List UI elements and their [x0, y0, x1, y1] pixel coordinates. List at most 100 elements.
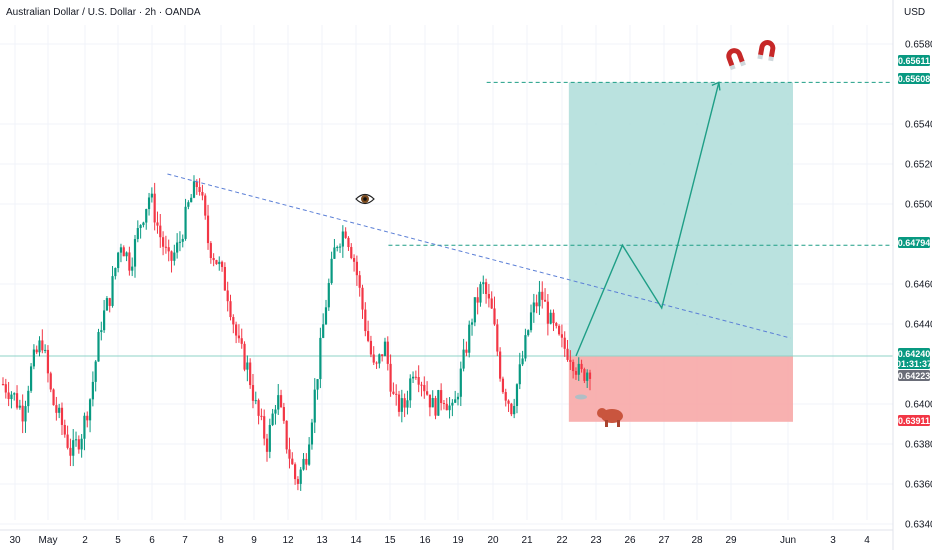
- candle-body: [400, 398, 403, 412]
- candle-body: [555, 323, 558, 326]
- candle-body: [24, 406, 27, 422]
- time-tick-label: 30: [9, 535, 21, 546]
- candle-body: [184, 206, 187, 239]
- candle-body: [187, 202, 190, 207]
- grid: [0, 25, 893, 525]
- price-tag-label: 0.64240: [898, 349, 931, 359]
- candle-body: [367, 331, 370, 341]
- time-tick-label: 19: [452, 535, 464, 546]
- magnet-icon: [726, 48, 746, 71]
- candle-body: [263, 416, 266, 439]
- projection-line: [575, 82, 720, 357]
- candle-body: [46, 349, 50, 374]
- time-tick-label: 5: [115, 535, 121, 546]
- candle-body: [479, 284, 482, 303]
- candle-body: [496, 324, 499, 352]
- time-tick-label: 27: [658, 535, 670, 546]
- candle-body: [392, 391, 395, 394]
- candle-body: [271, 413, 274, 426]
- price-tag-box: [898, 348, 930, 359]
- price-axis[interactable]: 0.65800 0.65400 0.65200 0.65000 0.64600 0.644…: [892, 0, 932, 550]
- candle-body: [426, 391, 429, 395]
- time-tick-label: 13: [316, 535, 328, 546]
- candle-body: [176, 242, 179, 253]
- candle-body: [288, 449, 291, 459]
- level-lines: [0, 81, 893, 357]
- candle-body: [58, 407, 61, 413]
- candle-body: [468, 324, 471, 353]
- candle-body: [510, 403, 513, 415]
- candle-body: [381, 354, 384, 357]
- time-tick-label: 21: [521, 535, 533, 546]
- time-tick-label: Jun: [780, 535, 796, 546]
- time-tick-label: May: [39, 535, 58, 546]
- time-tick-label: 2: [82, 535, 88, 546]
- candle-body: [572, 361, 575, 372]
- candle-body: [105, 298, 109, 311]
- candle-body: [86, 415, 89, 421]
- time-tick-label: 20: [487, 535, 499, 546]
- candle-body: [291, 458, 294, 465]
- candle-body: [204, 195, 207, 216]
- candle-body: [41, 340, 44, 351]
- candle-body: [237, 335, 241, 339]
- time-tick-label: 8: [218, 535, 224, 546]
- candle-body: [299, 469, 302, 484]
- candle-body: [515, 384, 519, 406]
- candle-body: [52, 389, 55, 406]
- time-tick-label: 15: [384, 535, 396, 546]
- candle-body: [527, 330, 530, 336]
- candle-body: [55, 405, 58, 413]
- time-tick-label: 22: [556, 535, 568, 546]
- candle-body: [192, 181, 196, 198]
- candle-body: [249, 362, 252, 386]
- candle-body: [369, 340, 373, 355]
- candle-body: [434, 398, 437, 416]
- candle-body: [448, 405, 451, 411]
- magnet-tip: [729, 64, 736, 71]
- candle-body: [437, 390, 440, 416]
- candle-body: [97, 332, 100, 362]
- candle-body: [136, 228, 139, 240]
- candle-body: [347, 237, 350, 248]
- candle-body: [462, 349, 465, 369]
- time-tick-label: 3: [830, 535, 836, 546]
- candle-body: [235, 324, 238, 336]
- candle-body: [409, 378, 412, 401]
- candle-body: [484, 282, 488, 294]
- time-tick-label: 4: [864, 535, 870, 546]
- candle-body: [13, 393, 16, 395]
- candle-body: [159, 225, 162, 238]
- price-tag-label: 01:31:37: [896, 359, 932, 369]
- candle-body: [445, 403, 448, 411]
- candle-body: [69, 447, 72, 456]
- candle-body: [29, 366, 33, 391]
- candle-body: [274, 409, 277, 414]
- bear-icon: [597, 408, 623, 427]
- currency-label[interactable]: USD: [904, 7, 925, 18]
- eye-icon: [355, 193, 375, 205]
- magnet-body: [758, 40, 776, 58]
- candle-body: [119, 247, 123, 253]
- candle-body: [378, 354, 381, 364]
- candle-body: [454, 399, 457, 403]
- time-tick-label: 12: [282, 535, 294, 546]
- candle-body: [66, 434, 69, 448]
- candle-body: [372, 354, 375, 363]
- time-axis[interactable]: 30 May 2 5 6 7 8 9 12 13 14 15 16 19 20 21 22 23 26 27 28 29 J…: [0, 529, 893, 546]
- candle-body: [103, 310, 106, 331]
- time-tick-label: 6: [149, 535, 155, 546]
- price-tick-label: 0.64400: [905, 320, 932, 331]
- candle-body: [94, 361, 97, 382]
- candle-body: [543, 299, 547, 302]
- candle-body: [198, 187, 201, 193]
- candle-body: [80, 438, 83, 450]
- candle-body: [563, 337, 566, 349]
- candle-body: [588, 372, 592, 379]
- candle-body: [170, 251, 173, 261]
- candle-body: [473, 297, 476, 323]
- candle-body: [260, 415, 263, 417]
- candle-body: [150, 193, 153, 198]
